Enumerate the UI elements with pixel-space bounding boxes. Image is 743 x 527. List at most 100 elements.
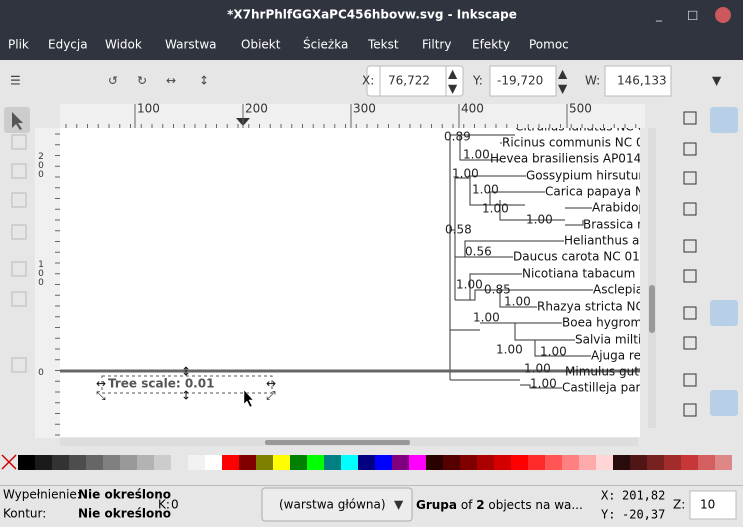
swatch[interactable] xyxy=(528,455,545,470)
command-icon[interactable] xyxy=(683,403,697,417)
more[interactable]: ▼ xyxy=(712,74,722,88)
menu-item[interactable]: Efekty xyxy=(472,38,510,52)
menu-item[interactable]: Widok xyxy=(105,38,142,52)
swatch[interactable] xyxy=(392,455,409,470)
swatch[interactable] xyxy=(69,455,86,470)
handle[interactable]: ↔ xyxy=(266,377,276,391)
swatch[interactable] xyxy=(290,455,307,470)
spin-up[interactable]: ▲ xyxy=(448,67,458,81)
handle[interactable]: ↕ xyxy=(181,365,191,379)
spin-down[interactable]: ▼ xyxy=(558,82,568,96)
snap-toggle[interactable] xyxy=(710,390,738,416)
swatch[interactable] xyxy=(630,455,647,470)
icon[interactable]: ↺ xyxy=(108,74,118,88)
zoom-field[interactable] xyxy=(689,490,737,520)
command-icon[interactable] xyxy=(683,142,697,156)
spin-up[interactable]: ▲ xyxy=(558,67,568,81)
tool-icon[interactable] xyxy=(11,291,27,307)
icon[interactable]: ↕ xyxy=(199,74,209,88)
swatch[interactable] xyxy=(358,455,375,470)
swatch[interactable] xyxy=(86,455,103,470)
spin-down[interactable]: ▼ xyxy=(448,82,458,96)
menu-item[interactable]: Ścieżka xyxy=(303,37,348,52)
swatch[interactable] xyxy=(375,455,392,470)
swatch[interactable] xyxy=(494,455,511,470)
swatch[interactable] xyxy=(426,455,443,470)
swatch[interactable] xyxy=(103,455,120,470)
v-scrollbar[interactable] xyxy=(648,128,656,428)
snap-toggle[interactable] xyxy=(710,300,738,326)
swatch[interactable] xyxy=(324,455,341,470)
swatch[interactable] xyxy=(681,455,698,470)
tool-icon[interactable] xyxy=(11,224,27,240)
menu-item[interactable]: Edycja xyxy=(48,38,88,52)
menu-item[interactable]: Plik xyxy=(8,38,29,52)
swatch[interactable] xyxy=(341,455,358,470)
swatch[interactable] xyxy=(205,455,222,470)
swatch[interactable] xyxy=(698,455,715,470)
command-icon[interactable] xyxy=(683,202,697,216)
tool-icon[interactable] xyxy=(11,261,27,277)
swatch[interactable] xyxy=(596,455,613,470)
command-icon[interactable] xyxy=(683,111,697,125)
icon[interactable]: ☰ xyxy=(10,74,21,88)
icon[interactable]: ↻ xyxy=(137,74,147,88)
swatch[interactable] xyxy=(273,455,290,470)
tool-icon[interactable] xyxy=(11,357,27,373)
swatch[interactable] xyxy=(579,455,596,470)
close[interactable] xyxy=(715,7,731,23)
menu-item[interactable]: Filtry xyxy=(422,38,451,52)
swatch[interactable] xyxy=(171,455,188,470)
v-thumb[interactable] xyxy=(649,285,655,333)
swatch[interactable] xyxy=(35,455,52,470)
w-field[interactable] xyxy=(604,65,672,97)
tool-icon[interactable] xyxy=(11,192,27,208)
swatch[interactable] xyxy=(154,455,171,470)
layer-button[interactable] xyxy=(261,487,413,522)
swatch[interactable] xyxy=(511,455,528,470)
swatch[interactable] xyxy=(52,455,69,470)
swatch[interactable] xyxy=(562,455,579,470)
swatch[interactable] xyxy=(409,455,426,470)
swatch[interactable] xyxy=(545,455,562,470)
command-icon[interactable] xyxy=(683,373,697,387)
menu-item[interactable]: Tekst xyxy=(367,38,399,52)
y-field[interactable] xyxy=(489,65,557,97)
swatch[interactable] xyxy=(222,455,239,470)
swatch[interactable] xyxy=(18,455,35,470)
h-thumb[interactable] xyxy=(265,440,410,445)
command-icon[interactable] xyxy=(683,336,697,350)
handle[interactable]: ⤡ xyxy=(96,389,106,403)
swatch[interactable] xyxy=(715,455,732,470)
menu-item[interactable]: Warstwa xyxy=(165,38,217,52)
swatch[interactable] xyxy=(647,455,664,470)
maximize[interactable]: □ xyxy=(687,8,698,22)
swatch[interactable] xyxy=(137,455,154,470)
handle[interactable]: ↕ xyxy=(181,389,191,403)
swatch[interactable] xyxy=(307,455,324,470)
swatch[interactable] xyxy=(443,455,460,470)
command-icon[interactable] xyxy=(683,239,697,253)
swatch[interactable] xyxy=(188,455,205,470)
command-icon[interactable] xyxy=(683,306,697,320)
swatch[interactable] xyxy=(613,455,630,470)
icon[interactable]: ↔ xyxy=(166,74,176,88)
x-field[interactable] xyxy=(379,65,447,97)
menu-item[interactable]: Obiekt xyxy=(241,38,281,52)
swatch[interactable] xyxy=(120,455,137,470)
swatch[interactable] xyxy=(239,455,256,470)
snap-toggle[interactable] xyxy=(710,107,738,133)
menu-item[interactable]: Pomoc xyxy=(529,38,569,52)
handle[interactable]: ⤢ xyxy=(265,389,276,403)
swatch[interactable] xyxy=(256,455,273,470)
command-icon[interactable] xyxy=(683,269,697,283)
swatch[interactable] xyxy=(477,455,494,470)
command-icon[interactable] xyxy=(683,171,697,185)
tool-icon[interactable] xyxy=(11,134,27,150)
no-paint[interactable] xyxy=(1,454,17,470)
tool-icon[interactable] xyxy=(11,163,27,179)
handle[interactable]: ↔ xyxy=(96,377,106,391)
swatch[interactable] xyxy=(460,455,477,470)
swatch[interactable] xyxy=(664,455,681,470)
minimize[interactable]: _ xyxy=(655,8,663,22)
